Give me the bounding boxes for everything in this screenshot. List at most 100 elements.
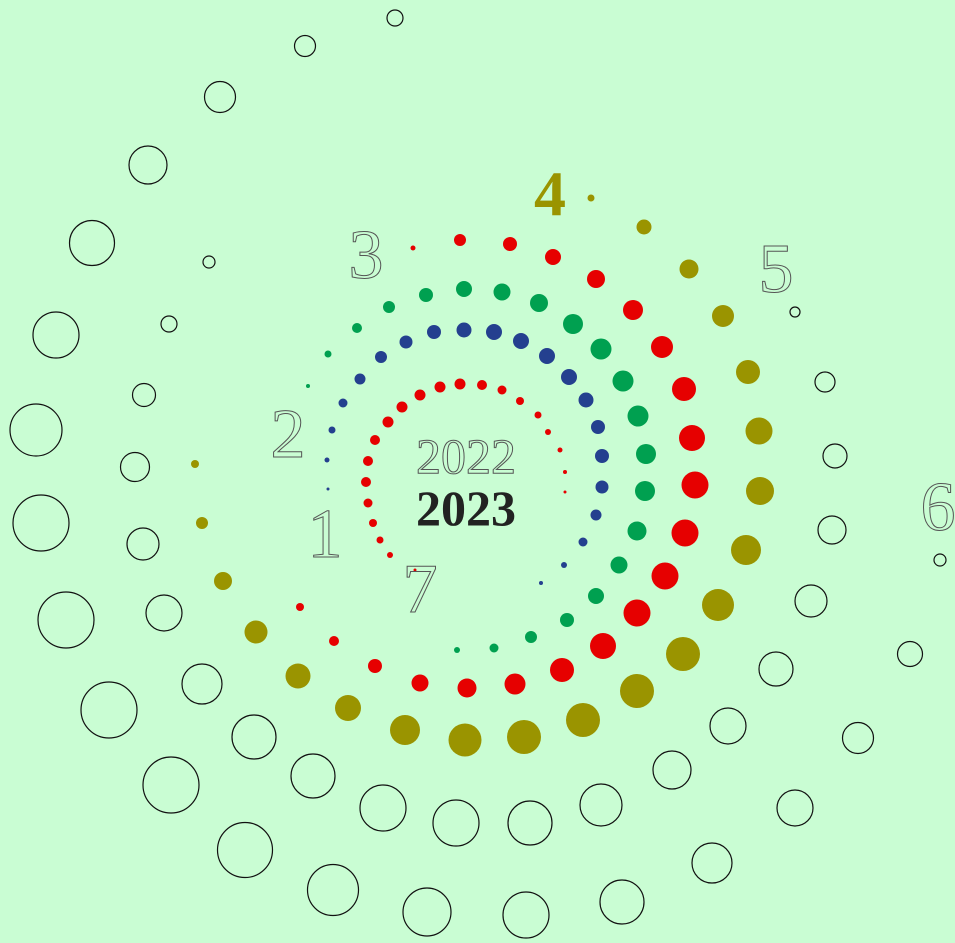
outline-dot [131, 382, 157, 408]
dot [539, 348, 555, 364]
dot [563, 314, 583, 334]
outline-dot [402, 887, 452, 937]
outline-dot [119, 451, 151, 483]
outline-dot [37, 591, 95, 649]
outline-dot [709, 707, 747, 745]
dot [545, 429, 551, 435]
outline-dot [68, 219, 116, 267]
dot [651, 562, 679, 590]
outline-dot [822, 443, 848, 469]
outline-dot [841, 721, 875, 755]
dot [410, 245, 416, 251]
outline-dot [216, 821, 274, 879]
outline-dot [507, 800, 553, 846]
dot [595, 449, 609, 463]
dot [550, 658, 574, 682]
dot [196, 517, 208, 529]
dot [545, 249, 561, 265]
dot [620, 674, 654, 708]
dot [369, 519, 377, 527]
dot [503, 237, 517, 251]
dot [399, 335, 413, 349]
dot [489, 643, 499, 653]
outline-dot [817, 515, 847, 545]
number-label: 3 [349, 217, 384, 294]
dot [368, 659, 382, 673]
dot [382, 416, 394, 428]
outline-dot [599, 879, 645, 925]
dot [534, 411, 542, 419]
dot [539, 581, 543, 585]
outline-dot [126, 527, 160, 561]
dot [736, 360, 760, 384]
dot [383, 301, 395, 313]
outline-dot [502, 891, 550, 939]
dot [666, 637, 700, 671]
dot [557, 447, 563, 453]
dot [244, 620, 268, 644]
dot [454, 647, 460, 653]
outline-dot [203, 80, 237, 114]
dot [411, 674, 429, 692]
outline-dot [32, 311, 80, 359]
dot [563, 490, 567, 494]
dot [679, 259, 699, 279]
dot [354, 373, 366, 385]
dot [413, 568, 417, 572]
dot [326, 487, 330, 491]
dot [363, 498, 373, 508]
dot [671, 519, 699, 547]
dot [419, 288, 433, 302]
year: 2023 [416, 480, 516, 536]
outline-dot [12, 494, 70, 552]
outline-dot [933, 553, 947, 567]
dot [375, 351, 387, 363]
outline-dot [896, 640, 924, 668]
dot [507, 720, 541, 754]
outline-dot [432, 799, 480, 847]
outline-dot [290, 753, 336, 799]
dot [561, 562, 567, 568]
outline-dot [202, 255, 216, 269]
dot [324, 457, 330, 463]
dot [627, 405, 649, 427]
outline-dot [794, 584, 828, 618]
dot [191, 460, 199, 468]
dot [578, 392, 594, 408]
dot [702, 589, 734, 621]
dot [578, 537, 588, 547]
dot [285, 663, 311, 689]
dot [296, 603, 304, 611]
dot [361, 477, 371, 487]
dot [477, 380, 487, 390]
dot [338, 398, 348, 408]
dot [427, 325, 441, 339]
dot [448, 723, 482, 757]
dot [636, 444, 656, 464]
dot [745, 417, 773, 445]
dot [456, 322, 472, 338]
dot [530, 294, 548, 312]
dot [587, 270, 605, 288]
dot [610, 556, 628, 574]
dot [434, 381, 446, 393]
dot [370, 435, 380, 445]
dot [486, 324, 502, 340]
number-label: 1 [308, 496, 343, 573]
dot [352, 323, 362, 333]
dot [679, 425, 705, 451]
number-label: 5 [759, 231, 794, 308]
dot [635, 481, 655, 501]
dot [590, 509, 602, 521]
dot [497, 385, 507, 395]
dot [414, 389, 426, 401]
dot [363, 456, 373, 466]
dot [623, 300, 643, 320]
outline-dot [691, 842, 733, 884]
dot [456, 281, 472, 297]
dot [516, 397, 524, 405]
dot [636, 219, 652, 235]
dot [457, 678, 477, 698]
dot [588, 588, 604, 604]
